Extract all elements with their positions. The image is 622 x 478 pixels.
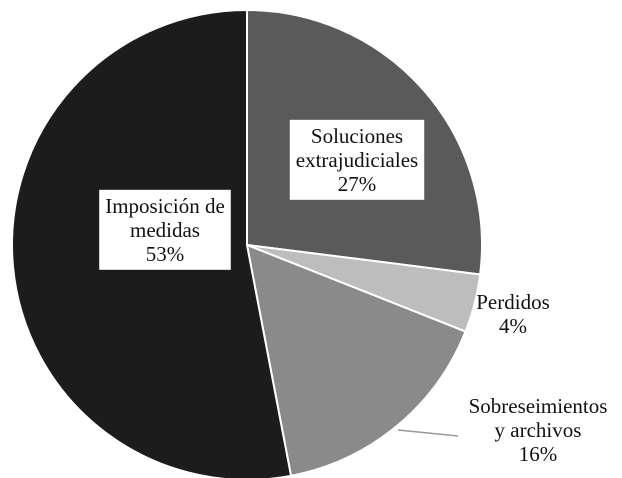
slice-label: Perdidos <box>476 290 550 314</box>
leader-line <box>397 429 459 437</box>
slice-label: Sobreseimientos y archivos <box>469 394 608 442</box>
pie-slice <box>245 243 467 478</box>
slice-value-label: 53% <box>146 242 185 266</box>
slice-label: Imposición de medidas <box>105 194 225 242</box>
slice-value-label: 16% <box>519 442 558 466</box>
label-box <box>99 189 231 270</box>
label-box <box>289 119 425 200</box>
slice-label: Soluciones extrajudiciales <box>296 124 418 172</box>
slice-value-label: 27% <box>338 172 377 196</box>
slice-value-label: 4% <box>499 314 527 338</box>
